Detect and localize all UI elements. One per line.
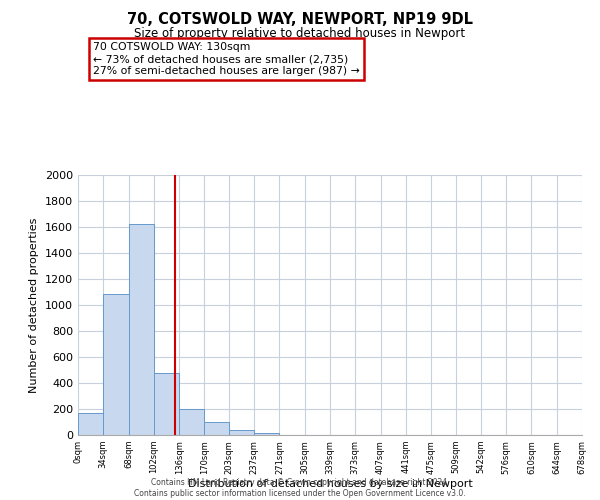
Bar: [78, 413, 103, 435]
Bar: [154, 372, 179, 435]
Bar: [205, 422, 229, 435]
Text: Size of property relative to detached houses in Newport: Size of property relative to detached ho…: [134, 28, 466, 40]
X-axis label: Distribution of detached houses by size in Newport: Distribution of detached houses by size …: [188, 480, 472, 490]
Bar: [254, 433, 280, 435]
Bar: [179, 409, 205, 435]
Text: Contains HM Land Registry data © Crown copyright and database right 2024.
Contai: Contains HM Land Registry data © Crown c…: [134, 478, 466, 498]
Text: 70 COTSWOLD WAY: 130sqm
← 73% of detached houses are smaller (2,735)
27% of semi: 70 COTSWOLD WAY: 130sqm ← 73% of detache…: [93, 42, 360, 76]
Bar: [229, 430, 254, 435]
Text: 70, COTSWOLD WAY, NEWPORT, NP19 9DL: 70, COTSWOLD WAY, NEWPORT, NP19 9DL: [127, 12, 473, 28]
Bar: [103, 294, 128, 435]
Y-axis label: Number of detached properties: Number of detached properties: [29, 218, 40, 392]
Bar: [128, 224, 154, 435]
